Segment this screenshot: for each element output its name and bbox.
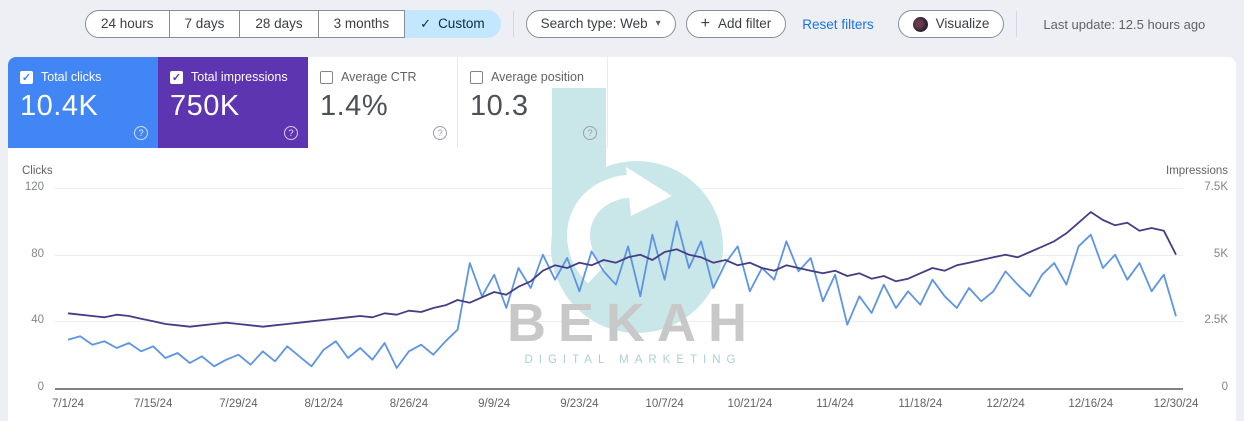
- date-range-group: 24 hours 7 days 28 days 3 months ✓ Custo…: [85, 10, 501, 38]
- date-range-label: 3 months: [333, 16, 390, 31]
- x-tick-label: 7/1/24: [52, 398, 84, 410]
- x-tick-label: 10/21/24: [727, 398, 773, 410]
- add-filter-label: Add filter: [718, 16, 772, 31]
- x-tick-label: 12/16/24: [1068, 398, 1114, 410]
- date-range-label: Custom: [438, 16, 485, 31]
- checkbox-checked-icon[interactable]: ✓: [20, 70, 33, 84]
- last-update-text: Last update: 12.5 hours ago: [1043, 16, 1206, 32]
- performance-panel: BEKAH DIGITAL MARKETING ✓ Total clicks 1…: [8, 57, 1236, 421]
- date-range-24-hours[interactable]: 24 hours: [85, 10, 170, 38]
- card-label: Total clicks: [41, 70, 102, 84]
- chevron-down-icon: ▾: [655, 18, 661, 29]
- date-range-28-days[interactable]: 28 days: [240, 10, 319, 38]
- right-tick: 7.5K: [1204, 181, 1228, 193]
- card-label: Average position: [491, 70, 584, 84]
- left-tick: 80: [31, 248, 44, 260]
- card-average-position[interactable]: Average position 10.3 ?: [458, 57, 608, 148]
- left-tick: 0: [37, 381, 44, 393]
- x-tick-label: 7/29/24: [219, 398, 258, 410]
- help-icon[interactable]: ?: [284, 126, 298, 140]
- right-tick: 5K: [1213, 248, 1228, 260]
- x-tick-label: 11/18/24: [898, 398, 943, 410]
- checkbox-checked-icon[interactable]: ✓: [170, 70, 183, 84]
- card-value: 1.4%: [320, 90, 389, 122]
- date-range-custom[interactable]: ✓ Custom: [405, 10, 501, 38]
- x-axis-labels: 7/1/24 7/15/24 7/29/24 8/12/24 8/26/24 9/9/24…: [8, 57, 1236, 421]
- right-tick: 2.5K: [1204, 314, 1228, 326]
- checkbox-unchecked-icon[interactable]: [470, 70, 483, 84]
- search-type-dropdown[interactable]: Search type: Web ▾: [525, 10, 676, 38]
- x-tick-label: 11/4/24: [816, 398, 854, 410]
- help-icon[interactable]: ?: [433, 126, 447, 140]
- card-average-ctr[interactable]: Average CTR 1.4% ?: [308, 57, 458, 148]
- x-tick-label: 7/15/24: [134, 398, 173, 410]
- right-tick: 0: [1221, 381, 1228, 393]
- toolbar-divider: [512, 11, 514, 37]
- card-label: Average CTR: [341, 70, 417, 84]
- reset-filters-button[interactable]: Reset filters: [802, 16, 874, 32]
- help-icon[interactable]: ?: [134, 126, 148, 140]
- card-total-impressions[interactable]: ✓ Total impressions 750K ?: [158, 57, 308, 148]
- x-tick-label: 8/12/24: [304, 398, 343, 410]
- card-value: 10.3: [470, 90, 529, 122]
- visualize-logo-icon: [912, 16, 928, 32]
- x-axis-baseline: [55, 388, 1183, 390]
- visualize-button[interactable]: Visualize: [897, 10, 1005, 38]
- date-range-7-days[interactable]: 7 days: [169, 10, 241, 38]
- x-tick-label: 8/26/24: [389, 398, 429, 410]
- visualize-label: Visualize: [935, 16, 990, 31]
- date-range-label: 24 hours: [101, 16, 154, 31]
- card-value: 10.4K: [20, 90, 99, 122]
- x-tick-label: 9/23/24: [560, 398, 599, 410]
- date-range-3-months[interactable]: 3 months: [318, 10, 406, 38]
- plus-icon: +: [700, 15, 711, 32]
- check-icon: ✓: [420, 16, 432, 31]
- date-range-label: 7 days: [184, 16, 225, 31]
- date-range-label: 28 days: [255, 16, 303, 31]
- x-tick-label: 12/30/24: [1153, 398, 1199, 410]
- add-filter-button[interactable]: + Add filter: [685, 10, 787, 38]
- left-tick: 120: [24, 181, 44, 193]
- checkbox-unchecked-icon[interactable]: [320, 70, 333, 84]
- metric-cards: ✓ Total clicks 10.4K ? ✓ Total impressio…: [8, 57, 608, 148]
- x-tick-label: 12/2/24: [986, 398, 1025, 410]
- left-tick: 40: [31, 314, 44, 326]
- card-total-clicks[interactable]: ✓ Total clicks 10.4K ?: [8, 57, 158, 148]
- x-tick-label: 9/9/24: [478, 398, 511, 410]
- left-axis-title: Clicks: [22, 165, 53, 177]
- card-label: Total impressions: [191, 70, 288, 84]
- search-type-label: Search type: Web: [540, 16, 648, 31]
- right-axis-title: Impressions: [1166, 165, 1228, 177]
- x-tick-label: 10/7/24: [645, 398, 684, 410]
- top-toolbar: 24 hours 7 days 28 days 3 months ✓ Custo…: [0, 0, 1244, 48]
- toolbar-divider: [1016, 11, 1018, 37]
- card-value: 750K: [170, 90, 240, 122]
